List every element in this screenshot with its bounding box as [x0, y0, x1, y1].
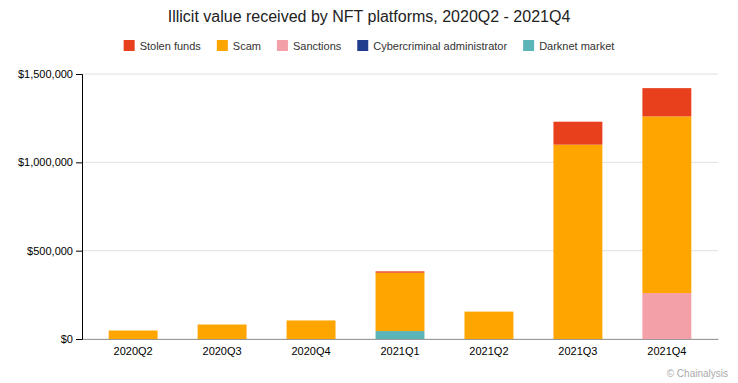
watermark: © Chainalysis — [667, 368, 728, 379]
x-tick-label: 2020Q2 — [114, 345, 153, 357]
x-axis: 2020Q2 2020Q3 2020Q4 2021Q1 2021Q2 2021Q3 2021… — [83, 340, 719, 357]
bar-segment — [376, 331, 425, 339]
bar-segment — [464, 311, 513, 312]
bars — [109, 88, 692, 339]
x-tick: 2021Q1 — [380, 345, 419, 357]
series — [109, 116, 692, 339]
legend-label: Stolen funds — [140, 40, 202, 52]
legend-item: Darknet market — [523, 40, 614, 52]
bar-segment — [642, 88, 691, 116]
plot: 2020Q2 2020Q3 2020Q4 2021Q1 2021Q2 2021Q3 2021… — [18, 68, 719, 357]
y-tick: $500,000 — [27, 245, 82, 257]
grid-line — [82, 74, 718, 75]
bar-segment — [376, 271, 425, 272]
x-tick: 2021Q3 — [558, 345, 597, 357]
bar-segment — [109, 331, 158, 339]
y-tick-mark — [76, 339, 82, 340]
bar-segment — [198, 325, 247, 339]
x-axis-line — [83, 339, 719, 340]
x-tick-label: 2021Q4 — [647, 345, 686, 357]
x-tick: 2021Q4 — [647, 345, 686, 357]
chart: Illicit value received by NFT platforms,… — [0, 0, 738, 383]
bar-segment — [287, 320, 336, 321]
legend-item: Scam — [217, 40, 261, 52]
legend: Stolen funds Scam Sanctions Cybercriminal a… — [124, 40, 615, 52]
legend-label: Sanctions — [293, 40, 342, 52]
series — [376, 331, 425, 339]
grid-line — [82, 250, 718, 251]
series — [642, 293, 691, 339]
legend-label: Darknet market — [539, 40, 614, 52]
y-tick-label: $1,000,000 — [18, 156, 73, 168]
x-tick-label: 2021Q1 — [380, 345, 419, 357]
y-tick-mark — [76, 162, 82, 163]
title: Illicit value received by NFT platforms,… — [168, 8, 571, 25]
y-tick: $0 — [61, 333, 82, 345]
y-tick: $1,000,000 — [18, 156, 82, 168]
y-tick-label: $0 — [61, 333, 73, 345]
y-tick-mark — [76, 74, 82, 75]
legend-swatch — [357, 40, 368, 51]
x-tick-label: 2021Q2 — [469, 345, 508, 357]
legend-swatch — [523, 40, 534, 51]
legend-label: Cybercriminal administrator — [373, 40, 507, 52]
legend-item: Cybercriminal administrator — [357, 40, 507, 52]
y-tick-mark — [76, 251, 82, 252]
bar-segment — [376, 273, 425, 331]
x-tick-label: 2020Q4 — [291, 345, 330, 357]
y-tick-label: $500,000 — [27, 245, 73, 257]
y-axis-line — [76, 75, 83, 340]
y-axis: $0 $500,000 $1,000,000 $1,500,000 — [18, 68, 83, 345]
bar-segment — [198, 324, 247, 325]
y-tick: $1,500,000 — [18, 68, 82, 80]
grid-line — [82, 162, 718, 163]
x-tick: 2021Q2 — [469, 345, 508, 357]
x-tick: 2020Q4 — [291, 345, 330, 357]
bar-segment — [642, 293, 691, 339]
bar-segment — [287, 320, 336, 339]
grid — [82, 74, 718, 339]
bar-segment — [642, 116, 691, 293]
y-tick-label: $1,500,000 — [18, 68, 73, 80]
x-tick-label: 2021Q3 — [558, 345, 597, 357]
x-tick: 2020Q2 — [114, 345, 153, 357]
bar-segment — [109, 330, 158, 331]
legend-swatch — [124, 40, 135, 51]
legend-swatch — [277, 40, 288, 51]
x-tick-label: 2020Q3 — [203, 345, 242, 357]
legend-swatch — [217, 40, 228, 51]
legend-item: Stolen funds — [124, 40, 202, 52]
legend-label: Scam — [233, 40, 261, 52]
bar-segment — [464, 312, 513, 339]
bar-segment — [553, 145, 602, 339]
legend-item: Sanctions — [277, 40, 342, 52]
bar-segment — [553, 122, 602, 145]
x-tick: 2020Q3 — [203, 345, 242, 357]
series — [376, 88, 692, 273]
